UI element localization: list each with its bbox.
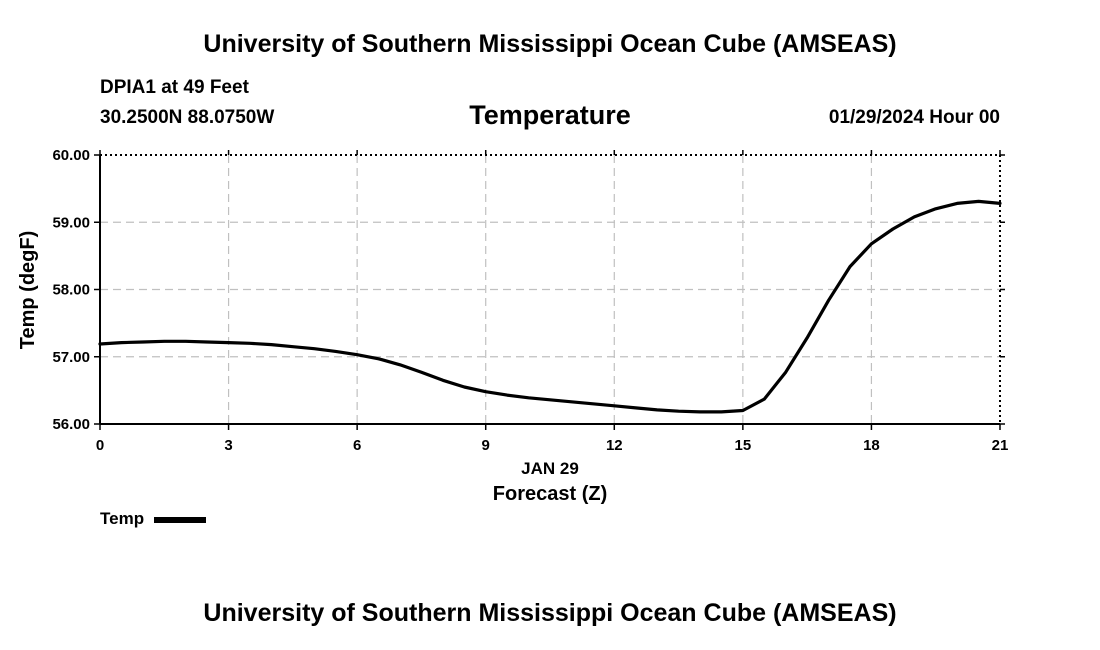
y-tick-label: 58.00	[52, 282, 90, 299]
x-tick-label: 15	[735, 437, 752, 454]
coordinates-label: 30.2500N 88.0750W	[100, 107, 275, 128]
x-tick-label: 21	[992, 437, 1009, 454]
chart-title: University of Southern Mississippi Ocean…	[203, 30, 897, 58]
station-label: DPIA1 at 49 Feet	[100, 77, 249, 98]
x-tick-label: 12	[606, 437, 623, 454]
y-axis-label: Temp (degF)	[17, 231, 39, 350]
y-tick-label: 56.00	[52, 416, 90, 433]
x-tick-label: 6	[353, 437, 361, 454]
legend-line-swatch	[154, 517, 207, 523]
footer-title: University of Southern Mississippi Ocean…	[203, 599, 897, 627]
y-tick-label: 59.00	[52, 214, 90, 231]
x-tick-label: 9	[482, 437, 490, 454]
legend: Temp	[100, 509, 207, 529]
x-tick-label: 0	[96, 437, 104, 454]
datetime-label: 01/29/2024 Hour 00	[828, 107, 1000, 128]
temp-series-line	[98, 199, 1002, 414]
x-tick-label: 3	[224, 437, 232, 454]
variable-title: Temperature	[469, 100, 631, 130]
legend-label: Temp	[100, 509, 145, 528]
x-axis-date-label: JAN 29	[521, 459, 579, 478]
x-axis-label: Forecast (Z)	[493, 483, 607, 505]
y-tick-label: 57.00	[52, 349, 90, 366]
x-tick-label: 18	[863, 437, 880, 454]
y-tick-label: 60.00	[52, 147, 90, 164]
